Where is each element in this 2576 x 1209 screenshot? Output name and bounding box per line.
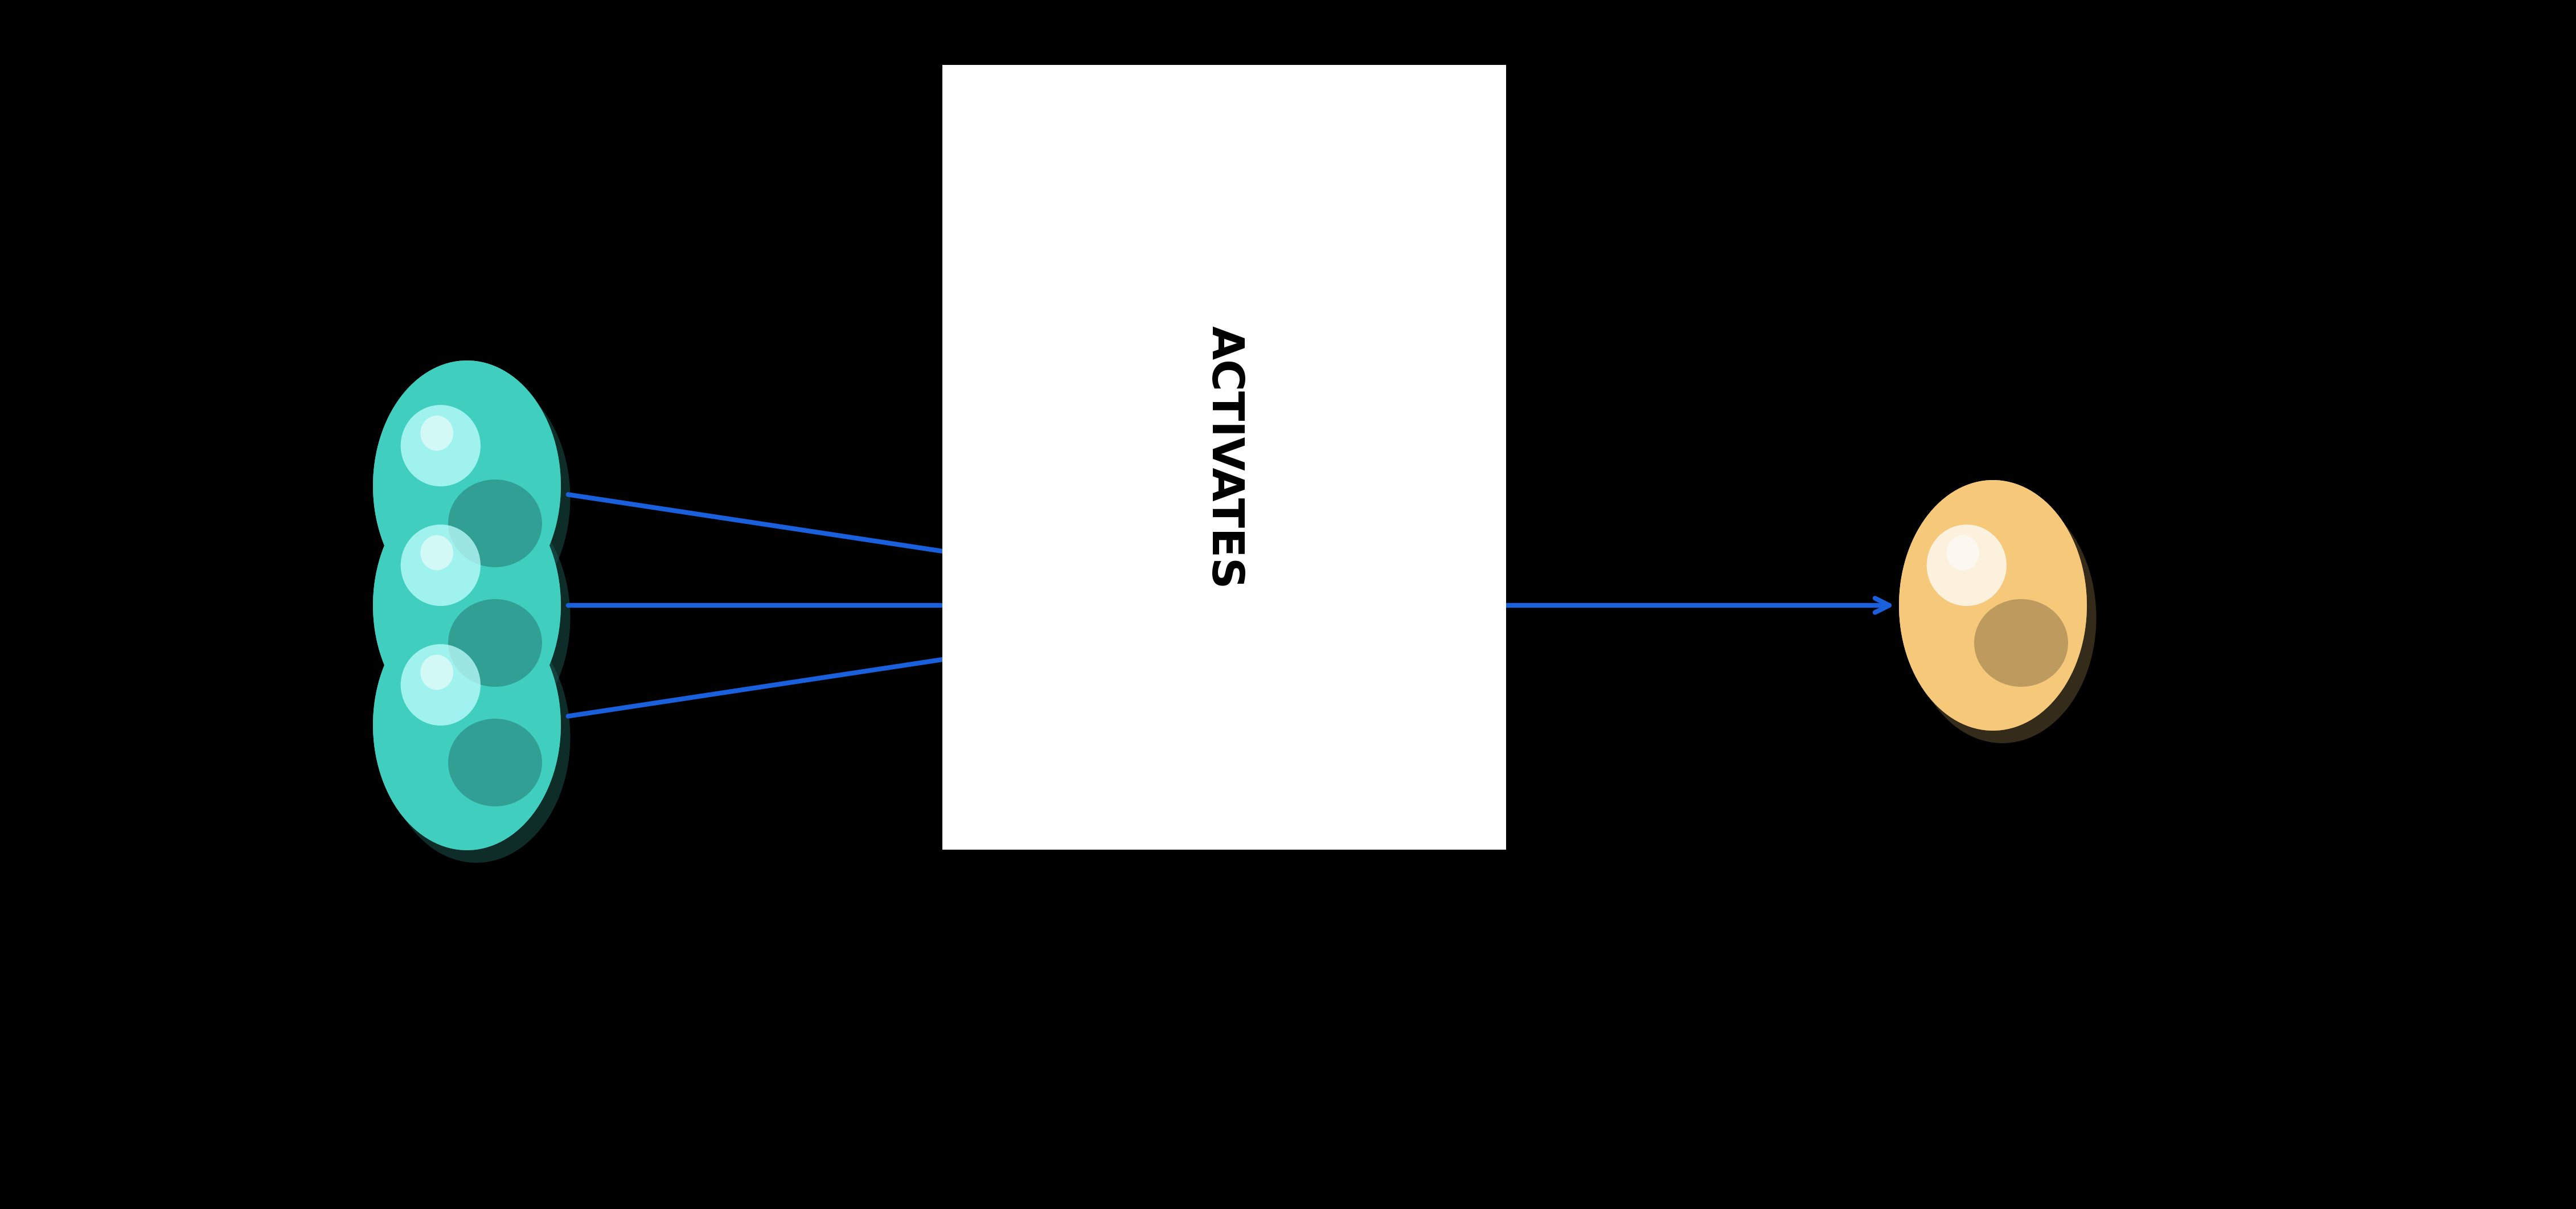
Ellipse shape [402, 644, 482, 725]
Ellipse shape [1128, 81, 1321, 343]
Ellipse shape [1177, 139, 1211, 175]
Bar [1121, 502, 1327, 708]
Ellipse shape [420, 416, 453, 451]
Bar [1188, 568, 1262, 642]
Text: ACTIVATES: ACTIVATES [1203, 325, 1244, 589]
Bar [1162, 543, 1288, 669]
Ellipse shape [402, 405, 482, 486]
Ellipse shape [1899, 480, 2087, 730]
Ellipse shape [374, 360, 562, 611]
Ellipse shape [374, 480, 562, 730]
Ellipse shape [448, 480, 541, 567]
Ellipse shape [448, 600, 541, 687]
Ellipse shape [1947, 536, 1978, 571]
Ellipse shape [1157, 128, 1239, 213]
Ellipse shape [420, 655, 453, 690]
Ellipse shape [402, 525, 482, 606]
Ellipse shape [374, 600, 562, 850]
Ellipse shape [1128, 81, 1321, 343]
Ellipse shape [420, 536, 453, 571]
Ellipse shape [374, 480, 562, 730]
Ellipse shape [381, 492, 569, 744]
Ellipse shape [1206, 206, 1301, 297]
Ellipse shape [448, 718, 541, 806]
Ellipse shape [1909, 492, 2097, 744]
Ellipse shape [1203, 585, 1236, 618]
Bar [1095, 476, 1355, 735]
Bar [1144, 523, 1306, 687]
Ellipse shape [1927, 525, 2007, 606]
Ellipse shape [1973, 600, 2069, 687]
Ellipse shape [374, 360, 562, 611]
Ellipse shape [381, 612, 569, 863]
Ellipse shape [1136, 94, 1332, 357]
Ellipse shape [381, 374, 569, 624]
Ellipse shape [1899, 480, 2087, 730]
Ellipse shape [374, 600, 562, 850]
